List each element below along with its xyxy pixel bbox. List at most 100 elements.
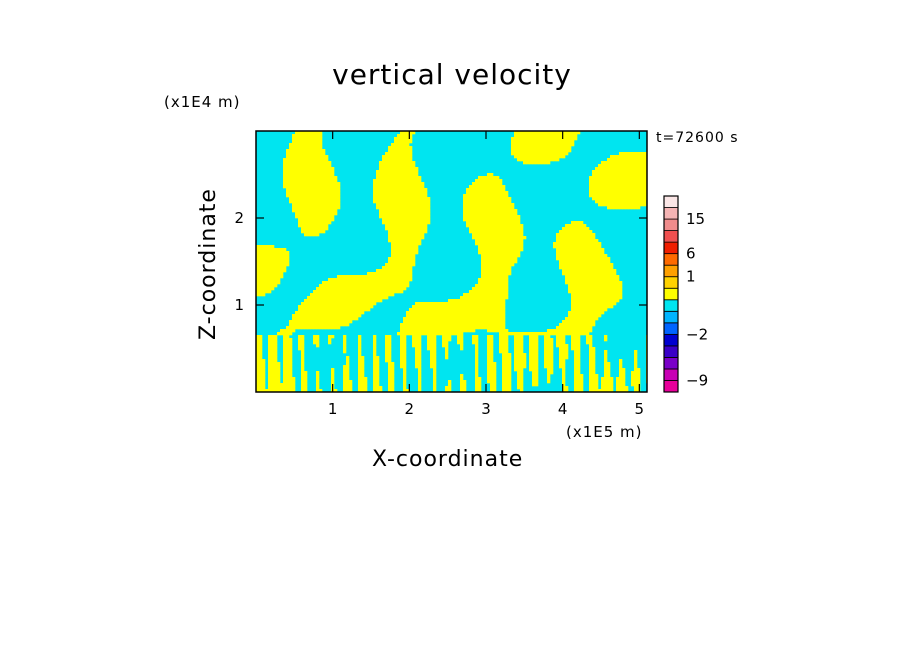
field-cell-positive — [595, 386, 599, 390]
field-cell-positive — [418, 362, 422, 366]
field-cell-positive — [580, 377, 584, 381]
field-cell-positive — [499, 266, 503, 270]
field-cell-positive — [559, 257, 563, 261]
field-cell-positive — [499, 290, 503, 294]
field-cell-positive — [406, 179, 410, 183]
field-cell-positive — [520, 245, 524, 249]
field-cell-positive — [295, 161, 299, 165]
field-cell-positive — [580, 320, 584, 324]
field-cell-positive — [358, 341, 362, 345]
field-cell-positive — [316, 293, 320, 297]
field-cell-positive — [616, 290, 620, 294]
field-cell-positive — [343, 365, 347, 369]
field-cell-positive — [511, 332, 515, 336]
field-cell-positive — [643, 179, 647, 183]
field-cell-positive — [487, 212, 491, 216]
field-cell-positive — [568, 323, 572, 327]
field-cell-positive — [295, 176, 299, 180]
field-cell-positive — [334, 389, 338, 392]
field-cell-positive — [574, 281, 578, 285]
field-cell-positive — [502, 338, 506, 342]
field-cell-positive — [298, 140, 302, 144]
field-cell-positive — [523, 356, 527, 360]
field-cell-positive — [271, 281, 275, 285]
field-cell-positive — [514, 338, 518, 342]
field-cell-positive — [463, 308, 467, 312]
field-cell-positive — [469, 209, 473, 213]
field-cell-positive — [565, 272, 569, 276]
field-cell-positive — [634, 353, 638, 357]
field-cell-positive — [352, 290, 356, 294]
field-cell-positive — [562, 143, 566, 147]
field-cell-positive — [358, 335, 362, 339]
field-cell-positive — [388, 389, 392, 392]
field-cell-positive — [358, 308, 362, 312]
field-cell-positive — [619, 287, 623, 291]
field-cell-positive — [262, 272, 266, 276]
field-cell-positive — [571, 344, 575, 348]
field-cell-positive — [304, 305, 308, 309]
field-cell-positive — [463, 380, 467, 384]
field-cell-positive — [325, 227, 329, 231]
field-cell-positive — [268, 272, 272, 276]
field-cell-positive — [502, 314, 506, 318]
field-cell-positive — [337, 203, 341, 207]
field-cell-positive — [415, 221, 419, 225]
field-cell-positive — [613, 182, 617, 186]
field-cell-positive — [481, 179, 485, 183]
field-cell-positive — [274, 347, 278, 351]
field-cell-positive — [481, 302, 485, 306]
field-cell-positive — [637, 197, 641, 201]
field-cell-positive — [559, 146, 563, 150]
field-cell-positive — [493, 368, 497, 372]
field-cell-positive — [499, 206, 503, 210]
field-cell-positive — [313, 311, 317, 315]
field-cell-positive — [379, 176, 383, 180]
field-cell-positive — [571, 254, 575, 258]
field-cell-positive — [403, 233, 407, 237]
field-cell-positive — [406, 224, 410, 228]
field-cell-positive — [502, 200, 506, 204]
field-cell-positive — [349, 275, 353, 279]
field-cell-positive — [487, 269, 491, 273]
field-cell-positive — [310, 314, 314, 318]
field-cell-positive — [502, 347, 506, 351]
field-cell-positive — [289, 374, 293, 378]
field-cell-positive — [487, 245, 491, 249]
field-cell-positive — [460, 326, 464, 330]
field-cell-positive — [502, 284, 506, 288]
field-cell-positive — [505, 212, 509, 216]
field-cell-positive — [493, 329, 497, 333]
field-cell-positive — [487, 254, 491, 258]
field-cell-positive — [397, 224, 401, 228]
field-cell-positive — [436, 317, 440, 321]
field-cell-positive — [304, 131, 308, 135]
field-cell-positive — [397, 161, 401, 165]
field-cell-positive — [571, 230, 575, 234]
field-cell-positive — [505, 329, 509, 333]
field-cell-positive — [583, 299, 587, 303]
field-cell-positive — [565, 257, 569, 261]
field-cell-positive — [502, 218, 506, 222]
field-cell-positive — [340, 287, 344, 291]
field-cell-positive — [415, 353, 419, 357]
field-cell-positive — [256, 386, 260, 390]
field-cell-positive — [619, 176, 623, 180]
field-cell-positive — [607, 284, 611, 288]
field-cell-positive — [304, 200, 308, 204]
field-cell-positive — [586, 305, 590, 309]
field-cell-positive — [592, 284, 596, 288]
field-cell-positive — [256, 338, 260, 342]
field-cell-positive — [409, 197, 413, 201]
field-cell-positive — [592, 365, 596, 369]
field-cell-positive — [589, 245, 593, 249]
field-cell-positive — [634, 155, 638, 159]
field-cell-positive — [535, 344, 539, 348]
field-cell-positive — [433, 308, 437, 312]
field-cell-positive — [595, 263, 599, 267]
field-cell-positive — [406, 215, 410, 219]
field-cell-positive — [496, 182, 500, 186]
field-cell-positive — [292, 161, 296, 165]
field-cell-positive — [499, 197, 503, 201]
field-cell-positive — [403, 365, 407, 369]
